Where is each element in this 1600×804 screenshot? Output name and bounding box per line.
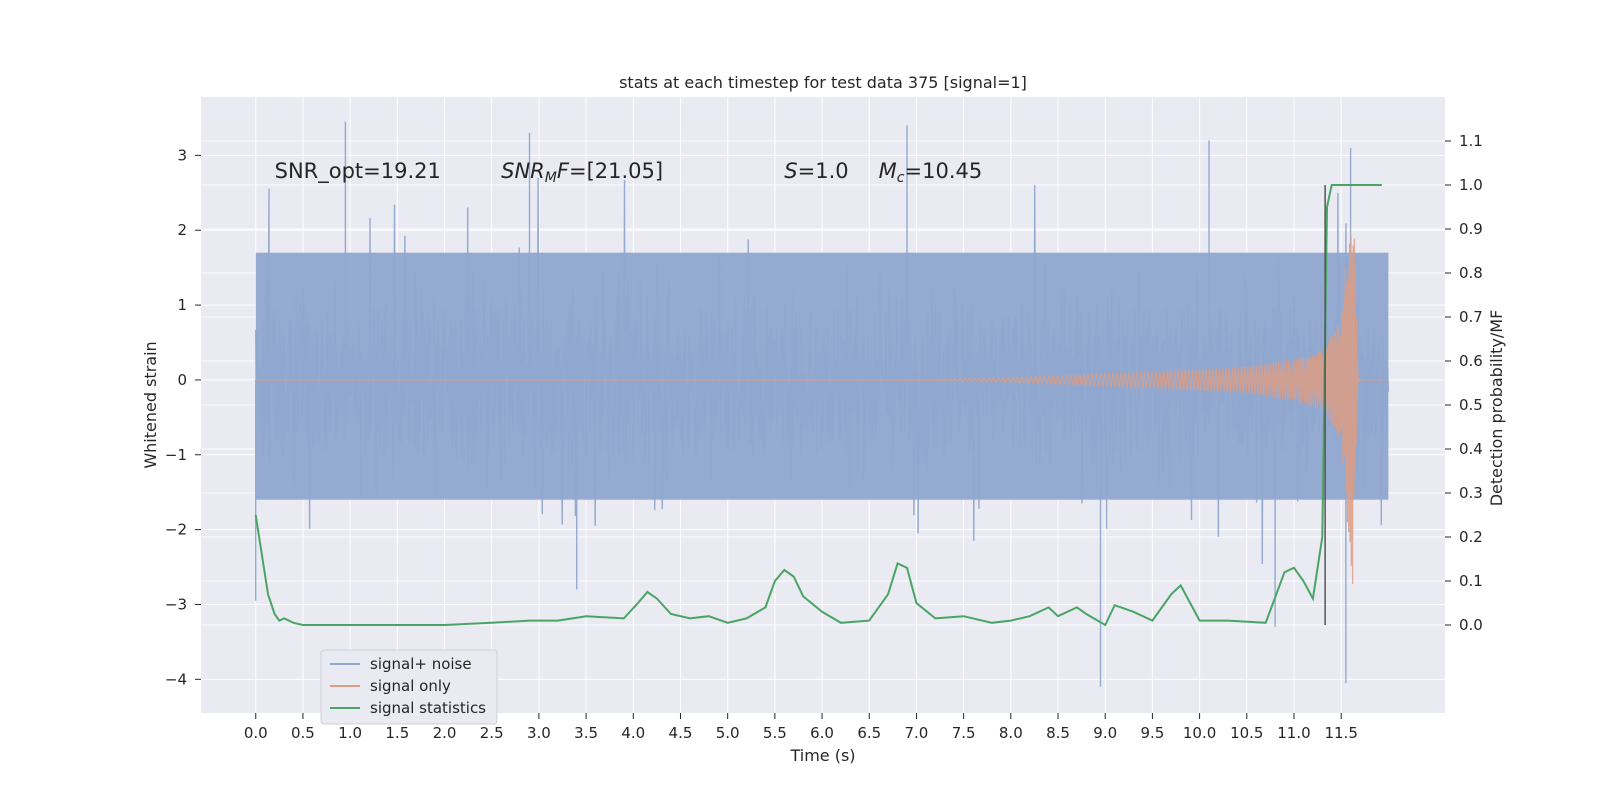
x-tick-label: 6.5 — [857, 724, 881, 742]
x-tick-label: 4.0 — [621, 724, 645, 742]
y2-axis-ticks: 0.0 0.1 0.2 0.3 0.4 0.5 0.6 0.7 0.8 0.9 1.0 1.1 — [1445, 132, 1483, 634]
legend-label-stats: signal statistics — [370, 699, 486, 717]
y-tick-label: 2 — [177, 221, 187, 239]
legend-label-noise: signal+ noise — [370, 655, 472, 673]
legend: signal+ noise signal only signal statist… — [320, 649, 498, 725]
x-tick-label: 11.0 — [1277, 724, 1310, 742]
x-tick-label: 7.5 — [952, 724, 976, 742]
x-axis-label: Time (s) — [789, 746, 855, 765]
legend-box — [320, 649, 498, 725]
legend-label-signal: signal only — [370, 677, 451, 695]
x-tick-label: 5.5 — [763, 724, 787, 742]
y2-tick-label: 0.7 — [1459, 308, 1483, 326]
signal-only-line — [255, 234, 1389, 585]
y-tick-label: −2 — [165, 521, 187, 539]
annotation-snr-opt: SNR_opt=19.21 — [275, 159, 441, 184]
x-tick-label: 1.5 — [385, 724, 409, 742]
x-tick-label: 2.0 — [433, 724, 457, 742]
y-axis-label: Whitened strain — [141, 341, 160, 468]
signal-only-series — [255, 234, 1389, 585]
signal-statistics-series — [254, 184, 1382, 627]
y-tick-label: −1 — [165, 446, 187, 464]
y2-tick-label: 1.1 — [1459, 132, 1483, 150]
x-tick-label: 6.0 — [810, 724, 834, 742]
y-tick-label: 3 — [177, 146, 187, 164]
x-tick-label: 8.0 — [999, 724, 1023, 742]
y2-tick-label: 0.3 — [1459, 484, 1483, 502]
y2-tick-label: 0.8 — [1459, 264, 1483, 282]
y2-tick-label: 0.5 — [1459, 396, 1483, 414]
y-tick-label: −3 — [165, 595, 187, 613]
y-axis-ticks: −4 −3 −2 −1 0 1 2 3 — [165, 146, 201, 688]
x-tick-label: 0.0 — [244, 724, 268, 742]
y2-tick-label: 0.6 — [1459, 352, 1483, 370]
x-tick-label: 3.0 — [527, 724, 551, 742]
x-tick-label: 9.0 — [1093, 724, 1117, 742]
x-tick-label: 2.5 — [480, 724, 504, 742]
y2-axis-label: Detection probability/MF — [1487, 310, 1506, 507]
annotation-s: S=1.0 — [784, 159, 848, 183]
y2-tick-label: 1.0 — [1459, 176, 1483, 194]
x-tick-label: 4.5 — [669, 724, 693, 742]
y2-tick-label: 0.1 — [1459, 572, 1483, 590]
y2-tick-label: 0.9 — [1459, 220, 1483, 238]
signal-statistics-line — [254, 184, 1382, 627]
signal-noise-line — [255, 121, 1390, 687]
chart-title: stats at each timestep for test data 375… — [619, 73, 1027, 92]
x-tick-label: 9.5 — [1140, 724, 1164, 742]
x-tick-label: 8.5 — [1046, 724, 1070, 742]
x-tick-label: 11.5 — [1324, 724, 1357, 742]
x-tick-label: 1.0 — [338, 724, 362, 742]
x-tick-label: 10.5 — [1230, 724, 1263, 742]
y2-tick-label: 0.2 — [1459, 528, 1483, 546]
annotation-mc: Mc=10.45 — [879, 159, 983, 186]
y2-tick-label: 0.4 — [1459, 440, 1483, 458]
y-tick-label: −4 — [165, 670, 187, 688]
y-tick-label: 1 — [177, 296, 187, 314]
annotation-snr-mf: SNRMF=[21.05] — [501, 159, 663, 186]
annotations: SNR_opt=19.21 SNRMF=[21.05] S=1.0 Mc=10.45 — [275, 159, 983, 186]
x-tick-label: 3.5 — [574, 724, 598, 742]
x-tick-label: 0.5 — [291, 724, 315, 742]
y-tick-label: 0 — [177, 371, 187, 389]
x-tick-label: 10.0 — [1183, 724, 1216, 742]
x-tick-label: 5.0 — [716, 724, 740, 742]
y2-tick-label: 0.0 — [1459, 616, 1483, 634]
x-axis-ticks: 0.0 0.5 1.0 1.5 2.0 2.5 3.0 3.5 4.0 4.5 5.0 5.5 6.0 6… — [244, 713, 1358, 742]
x-tick-label: 7.0 — [905, 724, 929, 742]
